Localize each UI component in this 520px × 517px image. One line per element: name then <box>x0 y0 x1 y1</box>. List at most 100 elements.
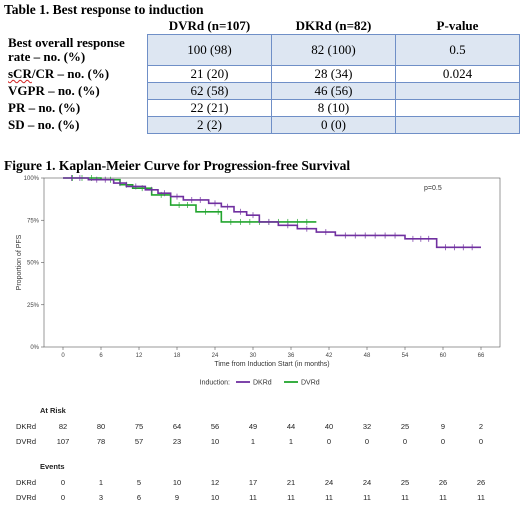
row-label: PR – no. (%) <box>8 100 81 115</box>
events-cell: 21 <box>287 478 295 487</box>
events-cell: 26 <box>439 478 447 487</box>
events-cell: 6 <box>137 493 141 502</box>
x-tick-label: 54 <box>402 353 409 359</box>
x-tick-label: 12 <box>136 353 143 359</box>
header-dkrd: DKRd (n=82) <box>295 18 372 33</box>
dvrd-cell: 100 (98) <box>146 34 273 66</box>
y-tick-label: 100% <box>24 176 40 182</box>
row-label: VGPR – no. (%) <box>8 83 100 98</box>
x-tick-label: 6 <box>99 353 103 359</box>
events-cell: 1 <box>99 478 103 487</box>
events-cell: 25 <box>401 478 409 487</box>
at-risk-cell: 57 <box>135 437 143 446</box>
x-tick-label: 66 <box>478 353 485 359</box>
at-risk-cell: 23 <box>173 437 181 446</box>
events-cell: 0 <box>61 493 65 502</box>
events-title: Events <box>40 462 65 471</box>
header-pvalue: P-value <box>436 18 479 33</box>
at-risk-cell: 80 <box>97 422 105 431</box>
dvrd-cell: 62 (58) <box>146 82 273 100</box>
table-title: Table 1. Best response to induction <box>4 2 204 17</box>
response-table: DVRd (n=107) DKRd (n=82) P-value Best ov… <box>4 18 520 134</box>
at-risk-cell: 0 <box>441 437 445 446</box>
y-tick-label: 75% <box>27 218 40 224</box>
at-risk-cell: 1 <box>251 437 255 446</box>
row-label-line1: Best overall response <box>8 35 125 50</box>
y-axis-label: Proportion of PFS <box>16 234 23 290</box>
x-tick-label: 30 <box>250 353 257 359</box>
legend-title: Induction: <box>200 380 230 387</box>
at-risk-cell: 32 <box>363 422 371 431</box>
table-row: sCR/CR – no. (%) 21 (20) 28 (34) 0.024 <box>4 65 520 83</box>
x-tick-label: 48 <box>364 353 371 359</box>
at-risk-cell: 0 <box>403 437 407 446</box>
at-risk-cell: 25 <box>401 422 409 431</box>
events-cell: 24 <box>363 478 371 487</box>
plot-panel <box>43 177 501 348</box>
x-tick-label: 36 <box>288 353 295 359</box>
events-cell: 11 <box>249 493 257 502</box>
events-cell: 26 <box>477 478 485 487</box>
legend-label: DVRd <box>301 380 320 387</box>
events-cell: 11 <box>439 493 447 502</box>
km-chart: 0%25%50%75%100%0 6 12 18 24 30 36 42 48 54 60 66Tim… <box>16 175 501 502</box>
at-risk-cell: 56 <box>211 422 219 431</box>
y-tick-label: 0% <box>30 345 39 351</box>
at-risk-cell: 49 <box>249 422 257 431</box>
pvalue-cell <box>395 99 520 117</box>
dkrd-cell: 46 (56) <box>271 82 396 100</box>
at-risk-cell: 82 <box>59 422 67 431</box>
dvrd-cell: 22 (21) <box>146 99 273 117</box>
x-tick-label: 24 <box>212 353 219 359</box>
row-label-line2: rate – no. (%) <box>8 49 86 64</box>
events-cell: 11 <box>363 493 371 502</box>
table-row: SD – no. (%) 2 (2) 0 (0) <box>4 116 520 134</box>
dkrd-cell: 28 (34) <box>271 65 396 83</box>
events-cell: 24 <box>325 478 333 487</box>
events-row-label: DVRd <box>16 493 36 502</box>
table-row: PR – no. (%) 22 (21) 8 (10) <box>4 99 520 117</box>
events-row-label: DKRd <box>16 478 36 487</box>
row-label-rest: /CR – no. (%) <box>31 66 110 81</box>
at-risk-row-label: DKRd <box>16 422 36 431</box>
at-risk-cell: 0 <box>365 437 369 446</box>
table-row: VGPR – no. (%) 62 (58) 46 (56) <box>4 82 520 100</box>
x-axis-label: Time from Induction Start (in months) <box>214 361 329 368</box>
events-cell: 5 <box>137 478 141 487</box>
at-risk-cell: 0 <box>327 437 331 446</box>
p-value-annotation: p=0.5 <box>424 185 442 192</box>
at-risk-cell: 44 <box>287 422 295 431</box>
pvalue-cell: 0.024 <box>395 65 520 83</box>
events-cell: 3 <box>99 493 103 502</box>
at-risk-cell: 9 <box>441 422 445 431</box>
header-empty <box>4 18 147 35</box>
dvrd-cell: 2 (2) <box>146 116 273 134</box>
at-risk-cell: 1 <box>289 437 293 446</box>
at-risk-row-label: DVRd <box>16 437 36 446</box>
events-cell: 10 <box>173 478 181 487</box>
at-risk-title: At Risk <box>40 406 67 415</box>
legend-label: DKRd <box>253 380 272 387</box>
at-risk-cell: 78 <box>97 437 105 446</box>
at-risk-cell: 2 <box>479 422 483 431</box>
row-label: Best overall response rate – no. (%) <box>4 35 147 66</box>
dvrd-cell: 21 (20) <box>146 65 273 83</box>
events-cell: 10 <box>211 493 219 502</box>
events-cell: 11 <box>325 493 333 502</box>
header-dvrd: DVRd (n=107) <box>168 18 251 33</box>
at-risk-cell: 40 <box>325 422 333 431</box>
x-tick-label: 0 <box>61 353 65 359</box>
at-risk-cell: 64 <box>173 422 181 431</box>
row-label: SD – no. (%) <box>8 117 80 132</box>
x-tick-label: 18 <box>174 353 181 359</box>
dkrd-cell: 0 (0) <box>271 116 396 134</box>
at-risk-cell: 10 <box>211 437 219 446</box>
y-tick-label: 50% <box>27 261 40 267</box>
events-cell: 12 <box>211 478 219 487</box>
dkrd-cell: 8 (10) <box>271 99 396 117</box>
dkrd-cell: 82 (100) <box>271 34 396 66</box>
y-tick-label: 25% <box>27 303 40 309</box>
table-header-row: DVRd (n=107) DKRd (n=82) P-value <box>4 18 520 35</box>
table-row: Best overall response rate – no. (%) 100 … <box>4 34 520 66</box>
at-risk-cell: 107 <box>57 437 70 446</box>
